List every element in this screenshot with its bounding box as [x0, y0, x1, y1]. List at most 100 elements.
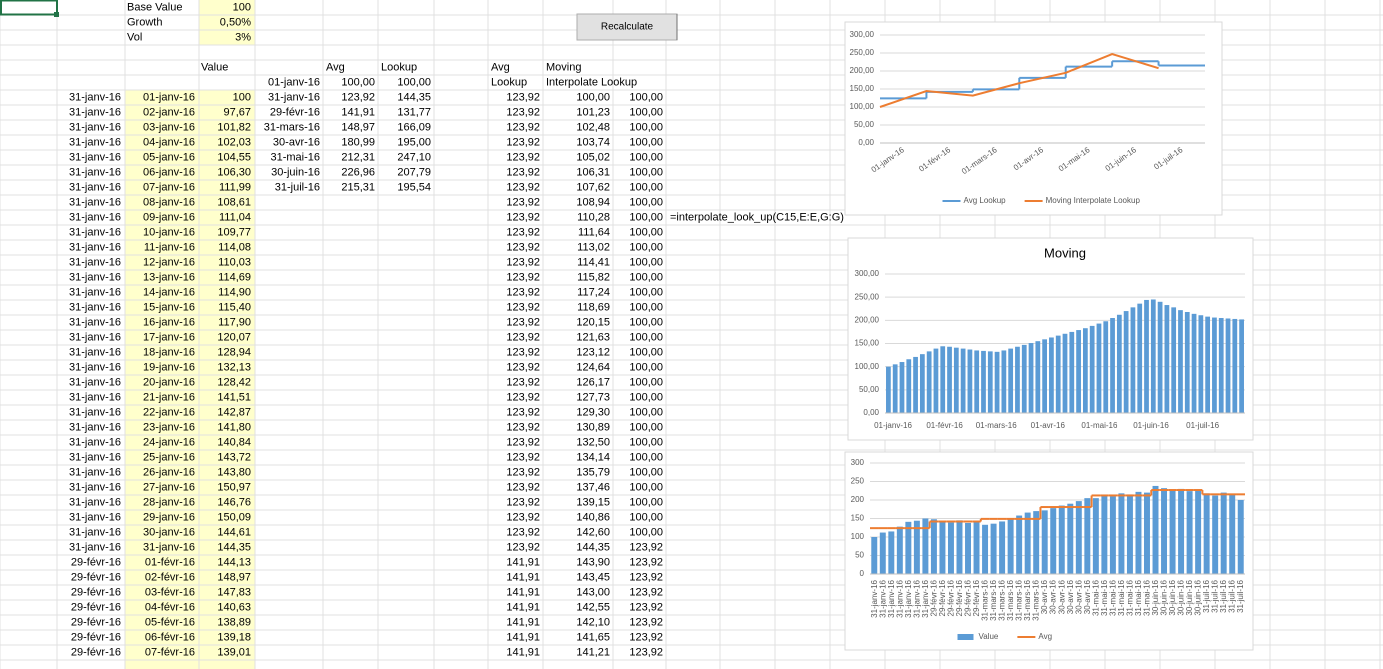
- cell: 23-janv-16: [143, 421, 195, 433]
- bar: [1096, 323, 1102, 413]
- bar: [1232, 318, 1238, 413]
- cell: 123,92: [506, 196, 540, 208]
- bar: [960, 348, 966, 413]
- cell: 100,00: [629, 511, 663, 523]
- cell: 123,92: [506, 271, 540, 283]
- cell: 139,01: [217, 646, 251, 658]
- x-tick-label: 31-mars-16: [1023, 579, 1032, 620]
- cell: 100,00: [629, 106, 663, 118]
- cell: 118,69: [577, 301, 610, 313]
- cell: 134,14: [576, 451, 610, 463]
- cell: 31-janv-16: [69, 391, 121, 403]
- cell: 123,92: [506, 316, 540, 328]
- cell: 148,97: [217, 571, 251, 583]
- cell: 31-janv-16: [143, 541, 195, 553]
- legend-swatch: [957, 634, 974, 640]
- y-tick-label: 100,00: [855, 362, 880, 371]
- cell: 123,92: [629, 601, 663, 613]
- cell: 31-janv-16: [69, 466, 121, 478]
- cell: 141,91: [506, 616, 540, 628]
- bar: [990, 523, 997, 574]
- cell: 126,17: [576, 376, 610, 388]
- bar: [1184, 311, 1190, 413]
- cell: =interpolate_look_up(C15,E:E,G:G): [670, 211, 844, 223]
- cell: 21-janv-16: [143, 391, 195, 403]
- cell: 144,35: [397, 91, 431, 103]
- cell: 31-janv-16: [69, 541, 121, 553]
- y-tick-label: 300,00: [850, 30, 875, 39]
- chart-area: [844, 21, 1223, 216]
- cell: 29-févr-16: [270, 106, 320, 118]
- selected-handle: [54, 12, 59, 17]
- bar: [913, 356, 918, 413]
- cell: 31-janv-16: [69, 151, 121, 163]
- bar: [1195, 490, 1202, 574]
- cell: 143,90: [576, 556, 610, 568]
- cell: 123,92: [506, 481, 540, 493]
- cell: 141,91: [506, 631, 540, 643]
- cell: 100,00: [629, 496, 663, 508]
- bar: [1083, 328, 1088, 413]
- x-tick-label: 01-mai-16: [1081, 421, 1118, 430]
- cell: 111,99: [219, 181, 251, 193]
- x-tick-label: 30-avr-16: [1066, 579, 1075, 614]
- cell: 100,00: [576, 91, 610, 103]
- cell: 142,55: [576, 601, 610, 613]
- cell: 115,82: [577, 271, 610, 283]
- cell: 100,00: [629, 196, 663, 208]
- y-tick-label: 150: [851, 514, 865, 523]
- bar: [987, 351, 993, 413]
- button-label[interactable]: Recalculate: [601, 22, 654, 33]
- cell: 101,82: [217, 121, 251, 133]
- cell: 143,45: [576, 571, 610, 583]
- bar: [1198, 315, 1204, 413]
- bar: [940, 346, 946, 413]
- cell: 100,00: [629, 166, 663, 178]
- cell: 31-janv-16: [69, 196, 121, 208]
- cell: 101,23: [576, 106, 610, 118]
- y-tick-label: 200,00: [855, 315, 880, 324]
- cell: 141,51: [217, 391, 251, 403]
- cell: 123,92: [629, 646, 663, 658]
- x-tick-label: 31-mai-16: [1100, 579, 1109, 616]
- cell: 212,31: [341, 151, 375, 163]
- cell: 24-janv-16: [143, 436, 195, 448]
- bar: [1218, 318, 1224, 413]
- cell: 142,87: [217, 406, 251, 418]
- cell: 29-févr-16: [71, 646, 121, 658]
- cell: 31-mars-16: [264, 121, 320, 133]
- y-tick-label: 0: [860, 569, 865, 578]
- x-tick-label: 31-juil-16: [1219, 579, 1228, 612]
- cell: 31-janv-16: [69, 226, 121, 238]
- bar: [1076, 330, 1081, 413]
- cell: 104,55: [217, 151, 251, 163]
- bar: [1130, 307, 1136, 413]
- button[interactable]: [576, 13, 678, 41]
- cell: 123,92: [506, 361, 540, 373]
- y-tick-label: 300: [851, 458, 865, 467]
- cell: Lookup: [491, 76, 527, 88]
- x-tick-label: 31-janv-16: [878, 579, 887, 617]
- cell: 123,92: [506, 181, 540, 193]
- y-tick-label: 200: [851, 495, 865, 504]
- cell: 28-janv-16: [143, 496, 195, 508]
- cell: 123,92: [629, 541, 663, 553]
- bar: [1050, 508, 1057, 574]
- cell: 13-janv-16: [143, 271, 195, 283]
- bar: [1008, 348, 1014, 413]
- cell: 147,83: [217, 586, 251, 598]
- cell: Value: [201, 61, 228, 73]
- cell: 100,00: [629, 121, 663, 133]
- cell: 100,00: [629, 376, 663, 388]
- cell: 141,91: [506, 586, 540, 598]
- cell: 123,92: [629, 556, 663, 568]
- cell: 105,02: [576, 151, 610, 163]
- cell: 215,31: [341, 181, 375, 193]
- cell: 06-févr-16: [145, 631, 195, 643]
- y-tick-label: 150,00: [850, 84, 875, 93]
- cell: 100,00: [629, 91, 663, 103]
- x-tick-label: 31-janv-16: [895, 579, 904, 617]
- cell: 100,00: [629, 481, 663, 493]
- cell: 166,09: [397, 121, 431, 133]
- cell: 100,00: [629, 436, 663, 448]
